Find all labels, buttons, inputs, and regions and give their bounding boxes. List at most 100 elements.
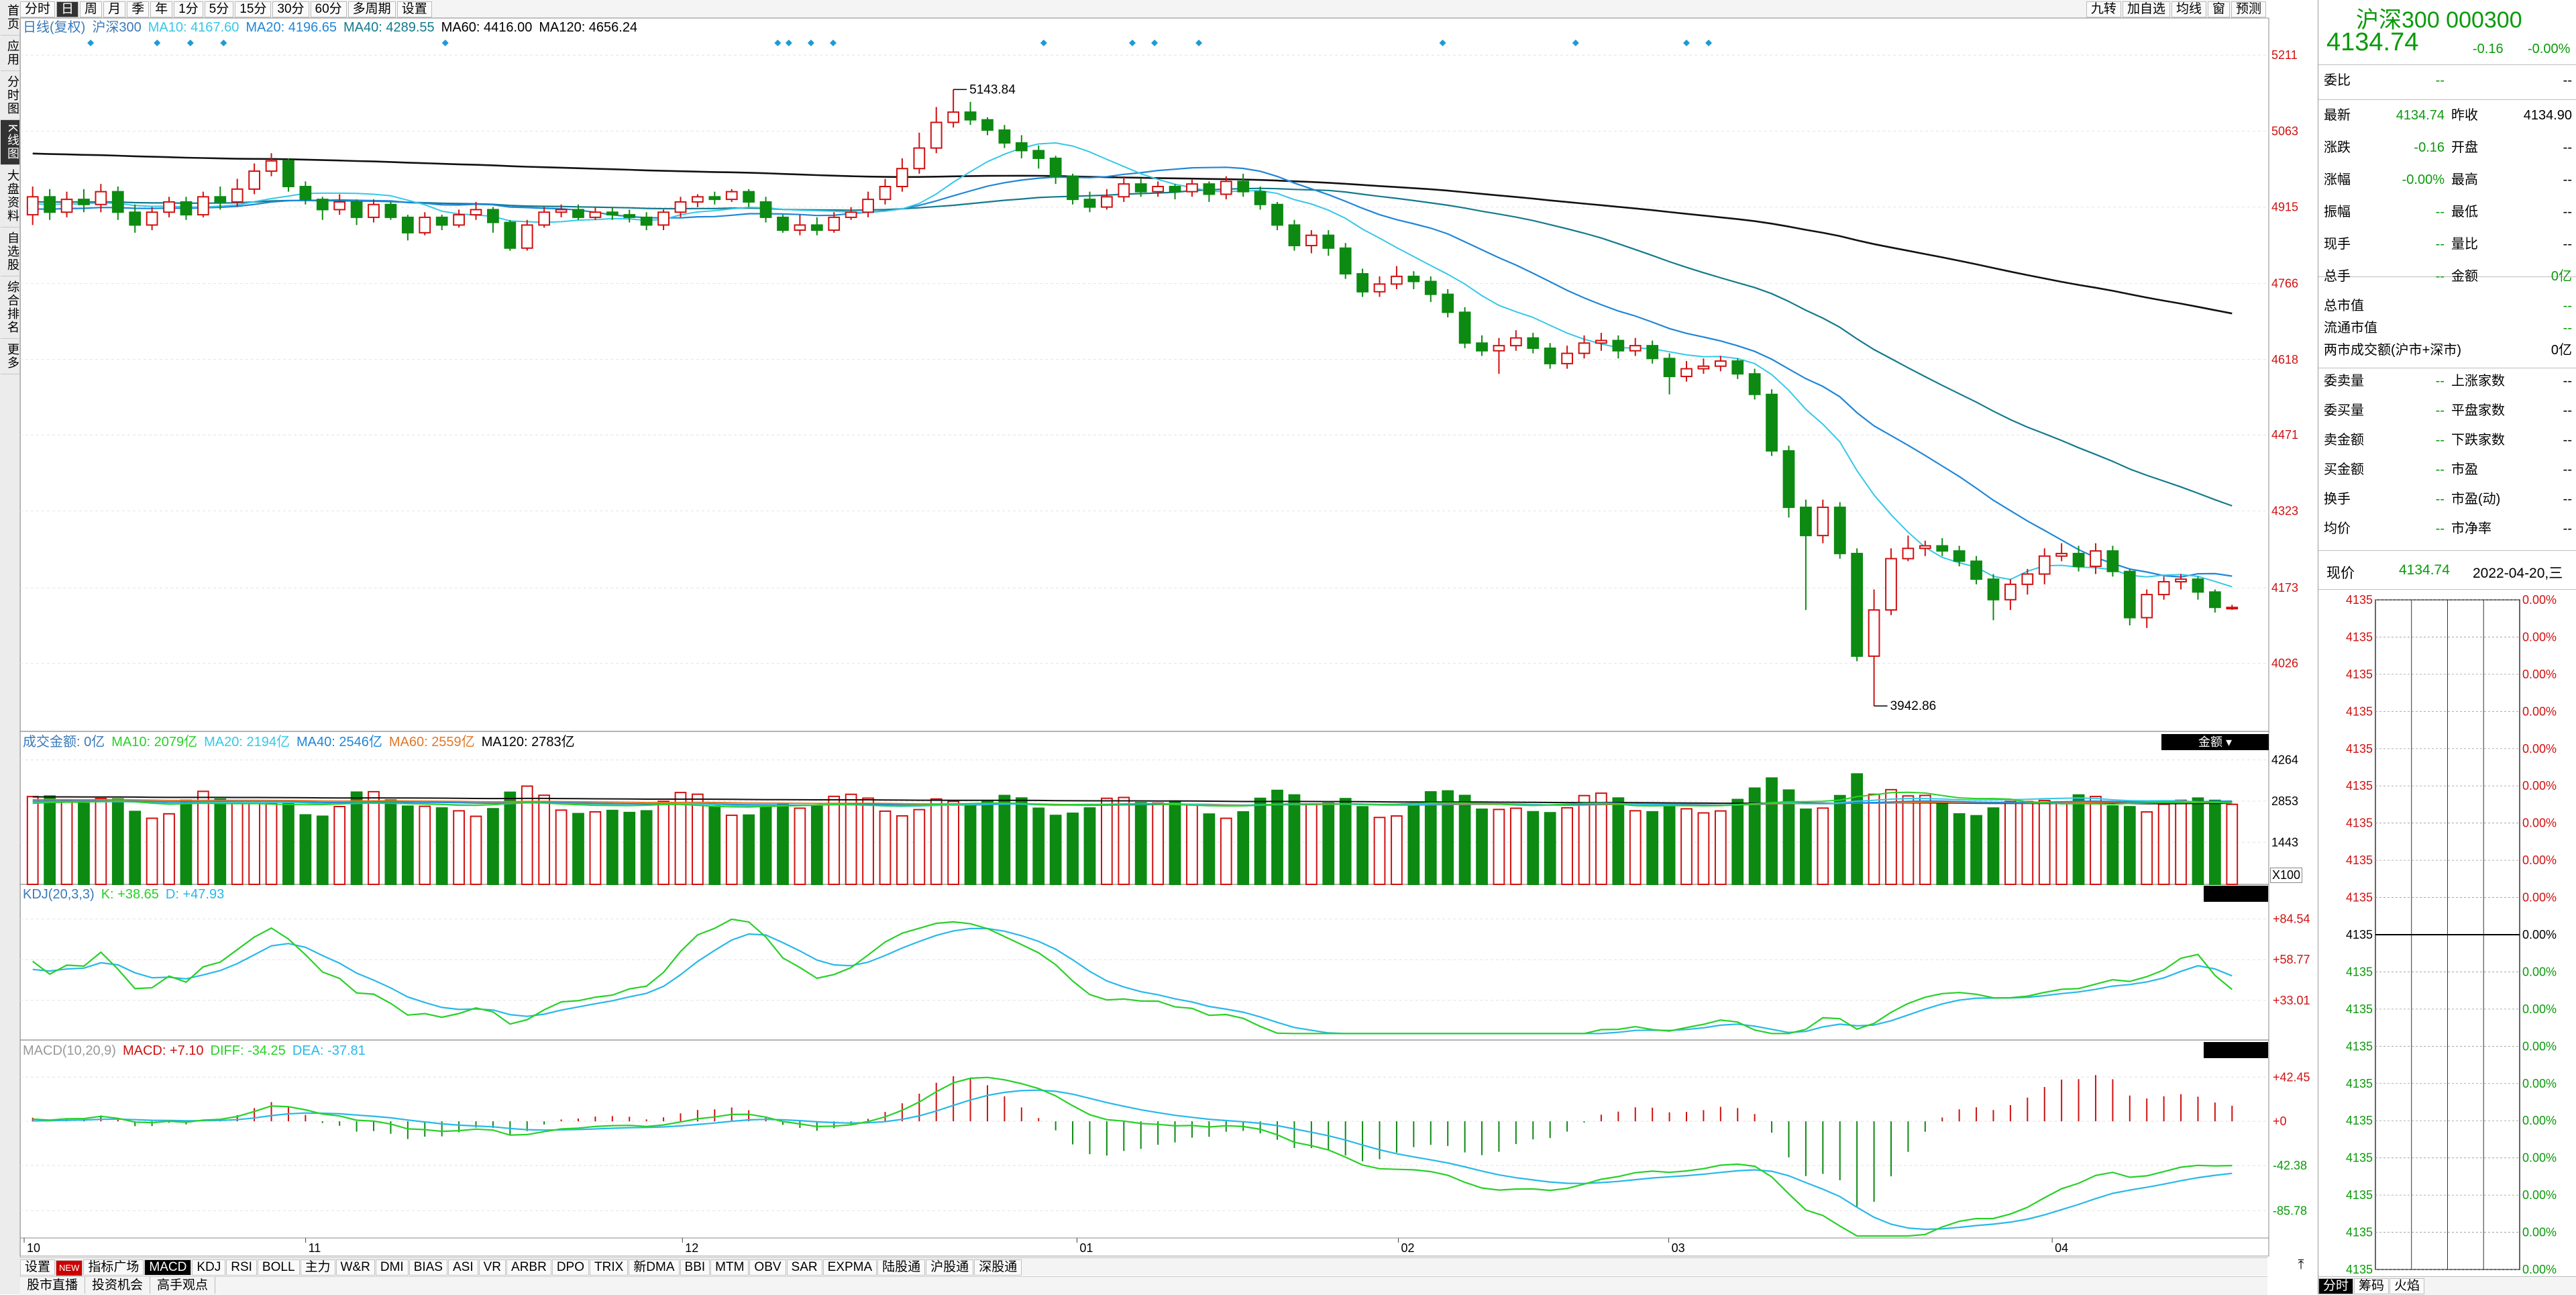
indicator-tab-23[interactable]: 沪股通: [926, 1259, 974, 1276]
indicator-tab-0[interactable]: 设置: [20, 1259, 56, 1276]
period-tab-2[interactable]: 周: [80, 1, 103, 17]
period-tab-5[interactable]: 年: [150, 1, 173, 17]
macd-options-button[interactable]: [2204, 1042, 2268, 1058]
indicator-tab-14[interactable]: DPO: [551, 1259, 590, 1276]
toolbar-right-2[interactable]: 均线: [2171, 1, 2206, 17]
toolbar-right-1[interactable]: 加自选: [2122, 1, 2170, 17]
event-marker-icon[interactable]: [154, 40, 161, 46]
candle-body: [606, 211, 619, 216]
period-tab-9[interactable]: 30分: [272, 1, 309, 17]
event-marker-icon[interactable]: [1040, 40, 1047, 46]
kdj-options-button[interactable]: [2204, 886, 2268, 902]
volume-type-select[interactable]: 金额 ▾: [2161, 734, 2269, 750]
indicator-tab-17[interactable]: BBI: [680, 1259, 710, 1276]
indicator-tab-4[interactable]: KDJ: [192, 1259, 226, 1276]
indicator-tab-7[interactable]: 主力: [300, 1259, 335, 1276]
event-marker-icon[interactable]: [220, 40, 227, 46]
period-tab-4[interactable]: 季: [127, 1, 150, 17]
event-marker-icon[interactable]: [1195, 40, 1203, 46]
event-marker-icon[interactable]: [186, 40, 194, 46]
period-tab-6[interactable]: 1分: [174, 1, 203, 17]
intraday-mini-chart[interactable]: 4135 0.00% 4135 0.00% 4135 0.00% 4135 0.00% 4135…: [2318, 590, 2576, 1276]
indicator-tab-24[interactable]: 深股通: [974, 1259, 1022, 1276]
period-tab-0[interactable]: 分时: [20, 1, 56, 17]
indicator-tab-22[interactable]: 陆股通: [877, 1259, 926, 1276]
status-item-2[interactable]: 高手观点: [150, 1277, 216, 1294]
sidebar-tab-6[interactable]: 综合排名: [1, 276, 19, 340]
event-marker-icon[interactable]: [1683, 40, 1690, 46]
period-tab-10[interactable]: 60分: [310, 1, 347, 17]
sidebar-tab-4[interactable]: 大盘资料: [1, 165, 19, 228]
indicator-tab-15[interactable]: TRIX: [590, 1259, 629, 1276]
volume-bar: [2208, 799, 2221, 885]
sidebar-tab-5[interactable]: 自选股: [1, 227, 19, 277]
indicator-tab-10[interactable]: BIAS: [409, 1259, 447, 1276]
quote-panel-tab-2[interactable]: 火焰: [2390, 1278, 2425, 1294]
event-marker-icon[interactable]: [1572, 40, 1579, 46]
candle: [1612, 335, 1625, 359]
indicator-tab-3[interactable]: MACD: [144, 1259, 192, 1276]
candle-body: [810, 224, 823, 231]
kline-chart[interactable]: 5211 5063 4915 4766 4618 4471 4323 4173 4026 5143…: [0, 0, 2318, 1257]
event-marker-icon[interactable]: [829, 40, 837, 46]
period-tab-11[interactable]: 多周期: [347, 1, 396, 17]
event-marker-icon[interactable]: [1705, 40, 1713, 46]
event-marker-icon[interactable]: [807, 40, 814, 46]
mini-price-label: 4135: [2346, 1226, 2373, 1239]
quote-row-value-2: --: [2563, 433, 2572, 448]
indicator-tab-1[interactable]: NEW: [56, 1260, 83, 1276]
indicator-tab-5[interactable]: RSI: [226, 1259, 257, 1276]
indicator-tab-21[interactable]: EXPMA: [822, 1259, 877, 1276]
event-marker-icon[interactable]: [1151, 40, 1159, 46]
sidebar-tab-2[interactable]: 分时图: [1, 71, 19, 120]
indicator-tab-12[interactable]: VR: [478, 1259, 506, 1276]
period-tab-3[interactable]: 月: [103, 1, 126, 17]
toolbar-right-4[interactable]: 预测: [2231, 1, 2266, 17]
indicator-tab-18[interactable]: MTM: [710, 1259, 749, 1276]
toolbar-right-3[interactable]: 窗: [2207, 1, 2230, 17]
candle: [1527, 333, 1540, 354]
period-tab-7[interactable]: 5分: [204, 1, 234, 17]
event-marker-icon[interactable]: [1129, 40, 1136, 46]
event-marker-icon[interactable]: [1439, 40, 1446, 46]
indicator-tab-19[interactable]: OBV: [749, 1259, 786, 1276]
period-tab-8[interactable]: 15分: [235, 1, 272, 17]
volume-bar: [384, 799, 397, 886]
volume-bar: [810, 805, 823, 886]
period-tab-12[interactable]: 设置: [396, 1, 432, 17]
sidebar-tab-3[interactable]: K线图: [1, 120, 19, 166]
event-marker-icon[interactable]: [785, 40, 792, 46]
quote-row: 流通市值 --: [2324, 315, 2572, 342]
quote-change: -0.16: [2473, 42, 2504, 56]
indicator-tab-20[interactable]: SAR: [786, 1259, 822, 1276]
volume-bar: [862, 797, 874, 885]
quote-panel-tab-1[interactable]: 筹码: [2354, 1278, 2390, 1294]
indicator-tab-13[interactable]: ARBR: [506, 1259, 551, 1276]
mini-pct-label: 0.00%: [2522, 1039, 2557, 1053]
toolbar-right-0[interactable]: 九转: [2086, 1, 2121, 17]
sidebar-tab-7[interactable]: 更多: [1, 339, 19, 375]
sidebar-tab-1[interactable]: 应用: [1, 36, 19, 71]
candle-body: [794, 224, 806, 231]
candle: [1152, 181, 1165, 197]
event-marker-icon[interactable]: [87, 40, 95, 46]
indicator-tab-11[interactable]: ASI: [448, 1259, 478, 1276]
event-marker-icon[interactable]: [441, 40, 449, 46]
indicator-tab-16[interactable]: 新DMA: [629, 1259, 680, 1276]
candle-body: [1067, 175, 1079, 201]
period-tab-1[interactable]: 日: [56, 1, 79, 17]
indicator-tab-6[interactable]: BOLL: [257, 1259, 300, 1276]
indicator-tab-2[interactable]: 指标广场: [83, 1259, 144, 1276]
indicator-tab-9[interactable]: DMI: [375, 1259, 409, 1276]
quote-panel-tab-0[interactable]: 分时: [2318, 1278, 2354, 1294]
sidebar-tab-0[interactable]: 首页: [1, 0, 19, 36]
candle: [1629, 338, 1642, 356]
volume-bar: [1288, 794, 1301, 886]
indicator-tab-8[interactable]: W&R: [335, 1259, 375, 1276]
pin-up-icon[interactable]: ⤒: [2298, 1257, 2304, 1272]
volume-bar: [1851, 773, 1864, 886]
status-item-1[interactable]: 投资机会: [85, 1277, 151, 1294]
event-marker-icon[interactable]: [774, 40, 782, 46]
status-item-0[interactable]: 股市直播: [20, 1277, 86, 1294]
candle: [2055, 543, 2068, 562]
